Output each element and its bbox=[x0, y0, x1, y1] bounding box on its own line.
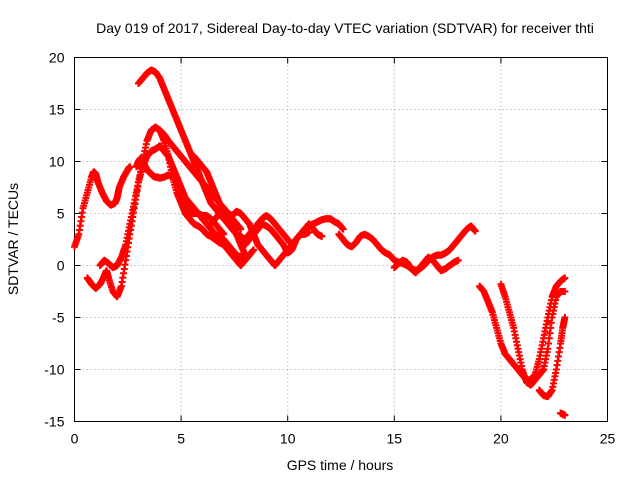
data-point bbox=[237, 225, 245, 233]
series-arc-11 bbox=[390, 253, 462, 277]
data-point bbox=[561, 411, 569, 419]
y-tick-label: -15 bbox=[44, 414, 64, 430]
y-tick-labels: -15 -10 -5 0 5 10 15 20 bbox=[44, 50, 64, 430]
series-arc-7 bbox=[190, 152, 249, 259]
plot-frame bbox=[74, 57, 608, 422]
data-point bbox=[561, 288, 569, 295]
data-point bbox=[250, 246, 258, 254]
chart-title: Day 019 of 2017, Sidereal Day-to-day VTE… bbox=[96, 20, 594, 36]
data-point bbox=[471, 227, 479, 235]
grid bbox=[74, 57, 608, 422]
data-point bbox=[305, 228, 313, 236]
y-tick-label: 0 bbox=[57, 258, 65, 274]
x-axis-label: GPS time / hours bbox=[287, 457, 394, 473]
x-tick-label: 5 bbox=[177, 431, 185, 447]
series-arc-15 bbox=[557, 409, 569, 419]
series-arc-14 bbox=[535, 314, 569, 401]
x-tick-label: 15 bbox=[387, 431, 403, 447]
x-tick-label: 10 bbox=[280, 431, 296, 447]
x-tick-label: 25 bbox=[600, 431, 616, 447]
y-axis-label: SDTVAR / TECUs bbox=[5, 183, 21, 295]
data-point bbox=[339, 225, 347, 233]
x-tick-labels: 0 5 10 15 20 25 bbox=[71, 431, 616, 447]
y-tick-label: -5 bbox=[52, 310, 65, 326]
data-point bbox=[561, 274, 569, 282]
series-arc-1 bbox=[71, 163, 134, 251]
data-point bbox=[126, 163, 134, 171]
data-point bbox=[561, 314, 569, 321]
x-tick-label: 0 bbox=[71, 431, 79, 447]
y-tick-label: 10 bbox=[49, 154, 65, 170]
y-tick-label: 15 bbox=[49, 102, 65, 118]
data-point bbox=[454, 256, 462, 264]
data-point bbox=[220, 230, 228, 238]
y-tick-label: 20 bbox=[49, 50, 65, 66]
data-point bbox=[241, 251, 249, 259]
data-points bbox=[71, 66, 569, 419]
series-arc-9 bbox=[241, 220, 326, 257]
data-point bbox=[318, 232, 326, 240]
y-tick-label: 5 bbox=[57, 206, 65, 222]
y-tick-label: -10 bbox=[44, 362, 64, 378]
series-arc-12 bbox=[476, 274, 569, 384]
x-tick-label: 20 bbox=[493, 431, 509, 447]
series-arc-13 bbox=[497, 280, 569, 389]
